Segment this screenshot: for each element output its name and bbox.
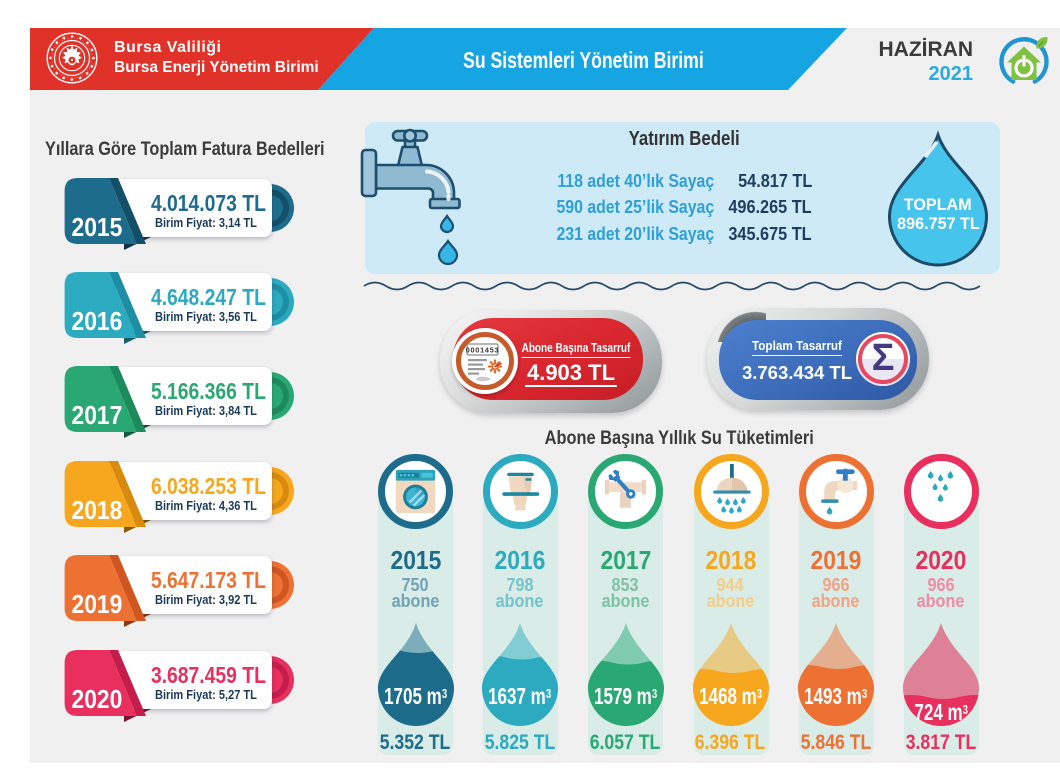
svg-text:0001453: 0001453 [466,346,500,355]
